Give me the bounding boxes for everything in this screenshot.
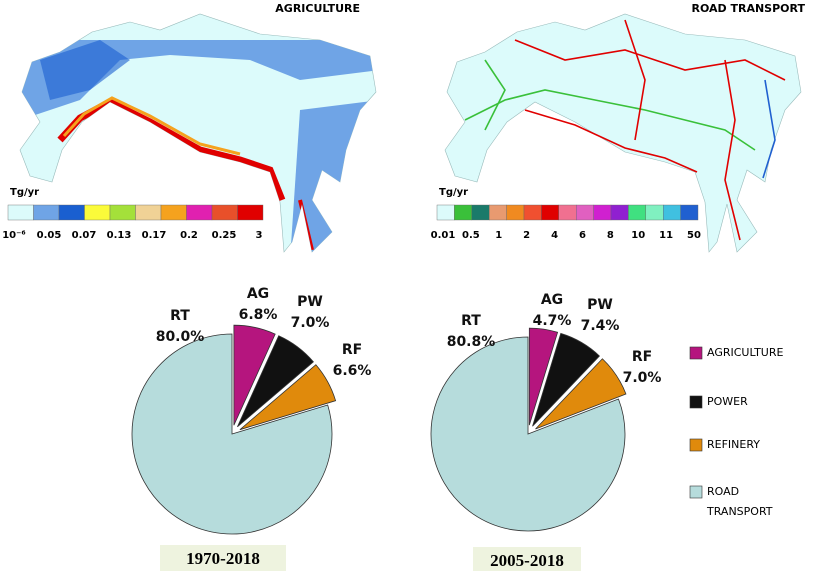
legend-label: 0.05 <box>37 230 62 241</box>
legend-label: 0.5 <box>462 230 480 241</box>
title-box <box>160 545 286 571</box>
map-unit: Tg/yr <box>10 187 39 198</box>
legend-label: 0.25 <box>212 230 237 241</box>
legend-label: 1 <box>495 230 502 241</box>
pie-slice <box>430 336 626 532</box>
map-title: AGRICULTURE <box>275 2 360 15</box>
legend-swatch <box>237 204 264 221</box>
legend-label: 0.13 <box>107 230 132 241</box>
slice-category: RF <box>342 342 362 358</box>
slice-value: 7.0% <box>623 370 662 386</box>
legend-swatch <box>33 204 60 221</box>
legend-swatch <box>58 204 85 221</box>
legend-swatch <box>628 204 647 221</box>
slice-category: PW <box>297 294 323 310</box>
slice-value: 6.6% <box>333 363 372 379</box>
slice-category: AG <box>541 292 563 308</box>
slice-value: 80.8% <box>447 334 496 350</box>
legend-swatch <box>541 204 560 221</box>
chart-title: 1970-2018 <box>186 549 260 568</box>
legend-swatch <box>135 204 162 221</box>
pie-slice <box>131 333 333 535</box>
legend-label: 0.07 <box>72 230 97 241</box>
legend-label: POWER <box>707 395 748 408</box>
slice-category: RF <box>632 349 652 365</box>
legend-label: ROAD TRANSPORT <box>706 485 773 518</box>
legend-swatch <box>593 204 612 221</box>
slice-category: RT <box>170 308 190 324</box>
legend-swatch <box>610 204 629 221</box>
map-agriculture <box>19 13 377 253</box>
legend-label: 10 <box>631 230 645 241</box>
slice-value: 80.0% <box>156 329 205 345</box>
legend-swatch <box>7 204 34 221</box>
legend-label: 4 <box>551 230 558 241</box>
pie-slice <box>239 364 337 431</box>
legend-swatch <box>689 395 703 409</box>
legend-swatch <box>436 204 455 221</box>
legend-swatch <box>645 204 664 221</box>
pie-slice <box>535 358 627 430</box>
pie-slice <box>532 332 600 427</box>
legend-swatch <box>84 204 111 221</box>
legend-swatch <box>689 346 703 360</box>
legend-swatch <box>160 204 187 221</box>
legend-swatch <box>663 204 681 221</box>
slice-category: RT <box>461 313 481 329</box>
map-road-transport <box>444 13 802 253</box>
map-unit: Tg/yr <box>439 187 468 198</box>
legend-label: AGRICULTURE <box>707 346 784 359</box>
title-box <box>473 547 581 571</box>
legend-swatch <box>211 204 238 221</box>
legend-label: 6 <box>579 230 586 241</box>
slice-value: 7.4% <box>581 318 620 334</box>
legend-label: 0.2 <box>180 230 198 241</box>
legend-swatch <box>471 204 490 221</box>
chart-title: 2005-2018 <box>490 551 564 570</box>
legend-label: 50 <box>687 230 701 241</box>
slice-value: 6.8% <box>239 307 278 323</box>
legend-swatch <box>454 204 472 221</box>
legend-swatch <box>489 204 507 221</box>
legend-swatch <box>506 204 525 221</box>
legend-swatch <box>680 204 699 221</box>
legend-label: 0.01 <box>431 230 456 241</box>
map-title: ROAD TRANSPORT <box>691 2 805 15</box>
legend-label: 11 <box>659 230 673 241</box>
pie-slice <box>528 327 559 426</box>
pie-slice <box>233 324 276 426</box>
legend-swatch <box>689 485 703 499</box>
slice-category: PW <box>587 297 613 313</box>
legend-swatch <box>523 204 542 221</box>
legend-swatch <box>558 204 577 221</box>
pie-slice <box>237 335 314 428</box>
legend-label: 2 <box>523 230 530 241</box>
legend-swatch <box>186 204 213 221</box>
legend-label: 3 <box>256 230 263 241</box>
legend-label: 10⁻⁶ <box>2 230 26 241</box>
legend-swatch <box>109 204 136 221</box>
slice-category: AG <box>247 286 269 302</box>
legend-label: 0.17 <box>142 230 167 241</box>
legend-swatch <box>689 438 703 452</box>
legend-label: 8 <box>607 230 614 241</box>
slice-value: 7.0% <box>291 315 330 331</box>
legend-swatch <box>576 204 594 221</box>
legend-label: REFINERY <box>707 438 760 451</box>
slice-value: 4.7% <box>533 313 572 329</box>
